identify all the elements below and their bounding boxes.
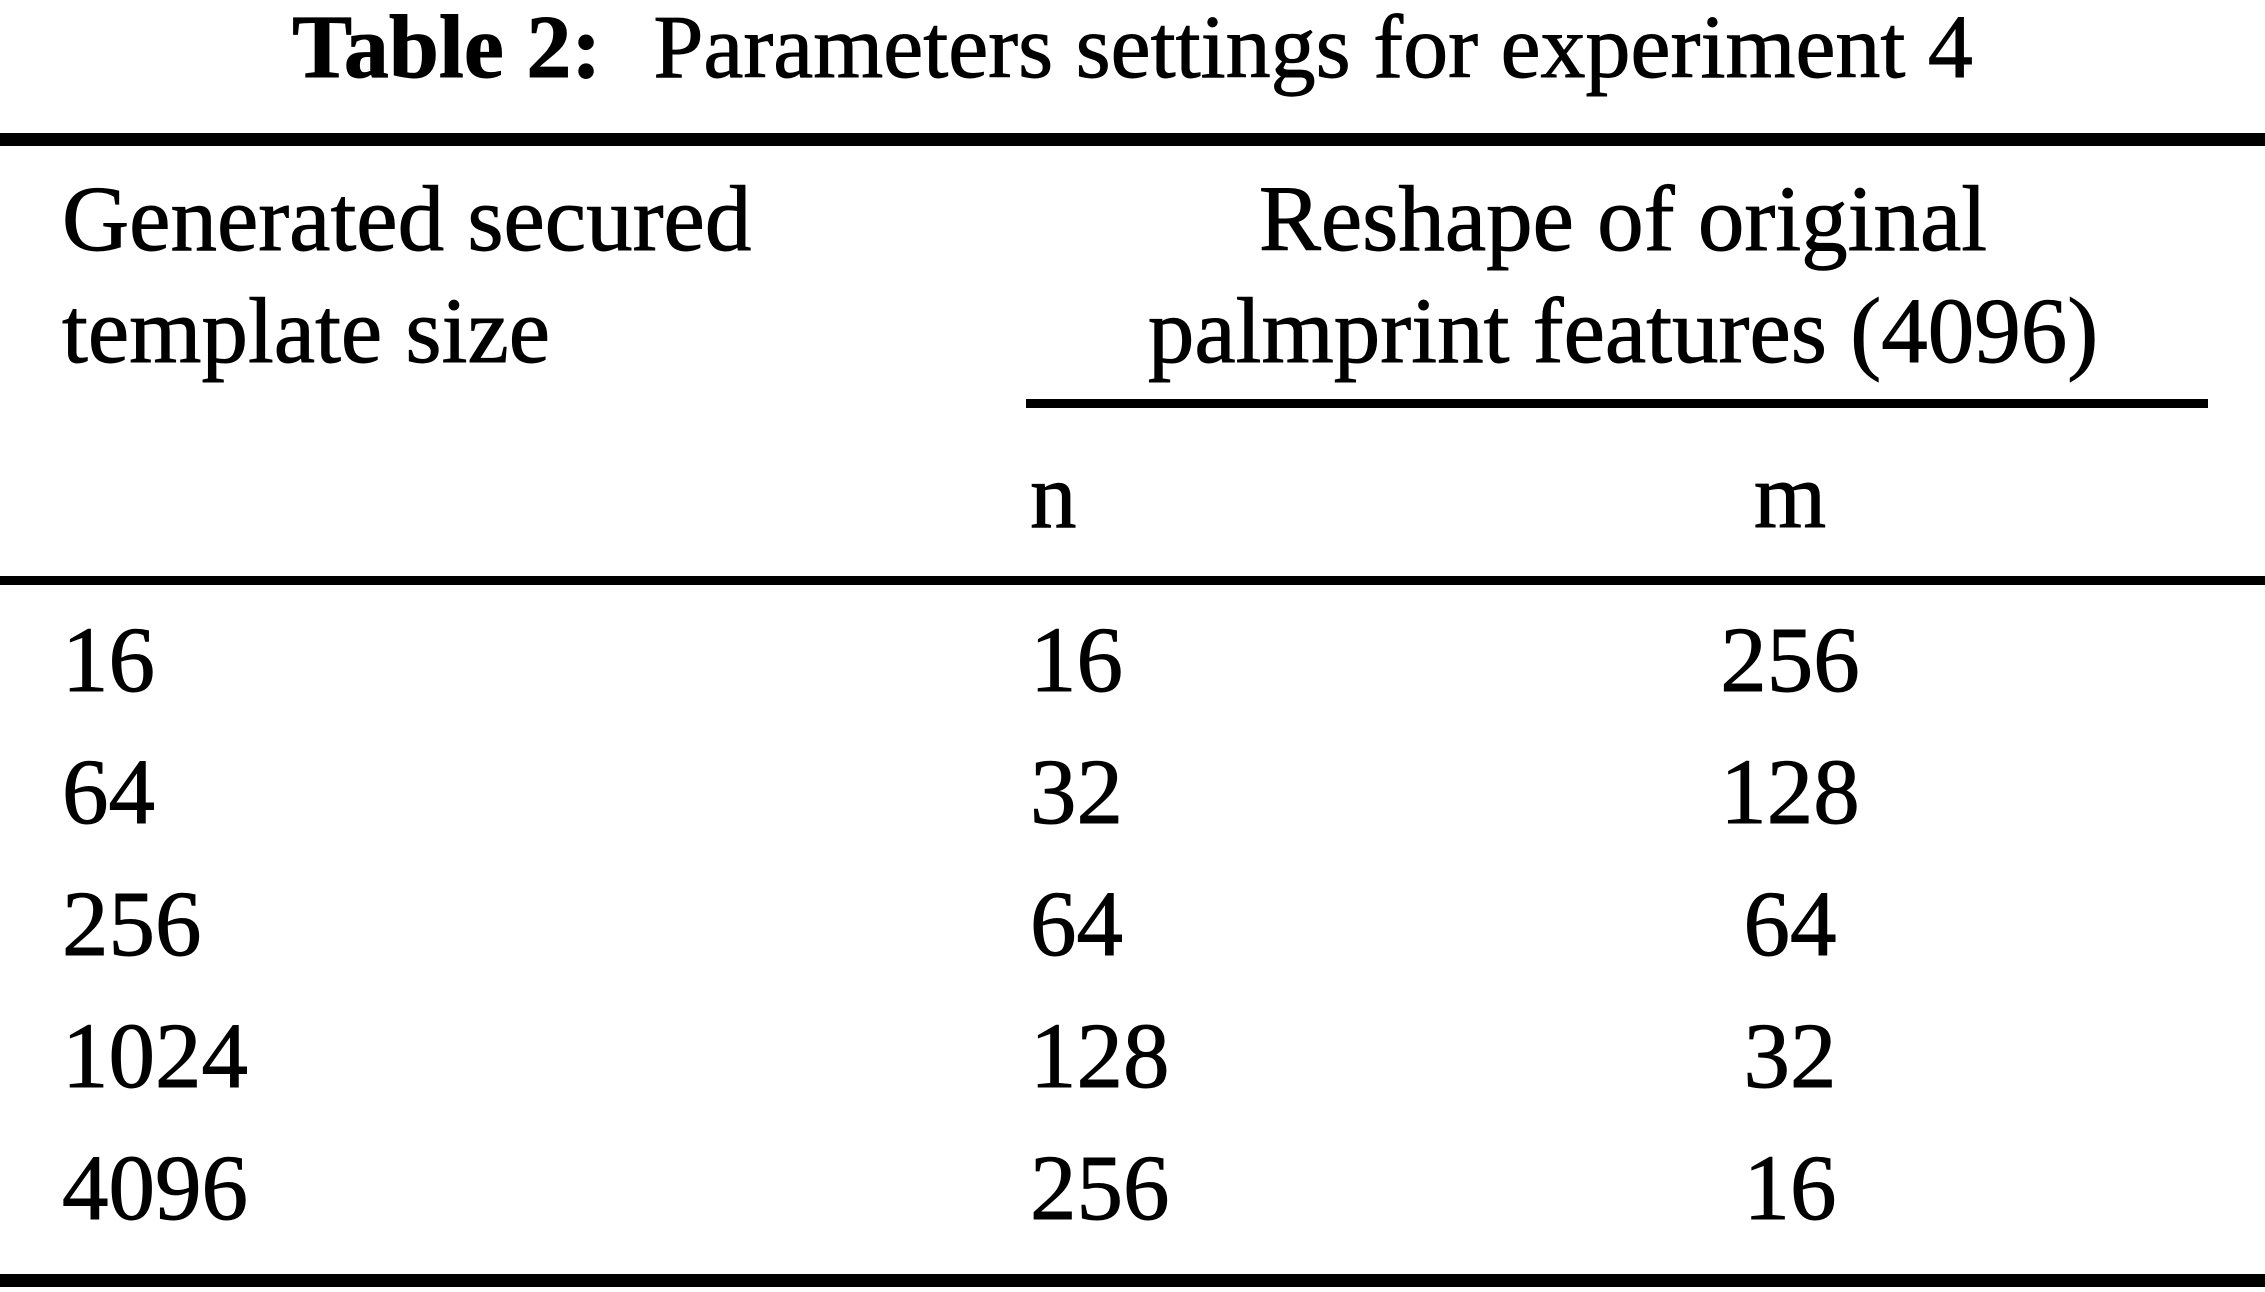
cell-n: 128 xyxy=(1030,1005,1170,1108)
column-header-template-size: Generated secured template size xyxy=(62,168,752,384)
cell-n: 64 xyxy=(1030,873,1124,976)
cell-m: 256 xyxy=(1720,609,1860,712)
column-group-header-reshape: Reshape of original palmprint features (… xyxy=(1147,168,2099,384)
table-row: 4096 256 16 xyxy=(0,1142,2265,1242)
table-row: 64 32 128 xyxy=(0,746,2265,846)
table-row: 16 16 256 xyxy=(0,614,2265,714)
table-caption: Table 2: Parameters settings for experime… xyxy=(0,0,2265,98)
cell-template-size: 64 xyxy=(62,741,156,844)
cell-template-size: 1024 xyxy=(62,1005,249,1108)
table-row: 256 64 64 xyxy=(0,878,2265,978)
column-header-n: n xyxy=(1030,445,1077,548)
cell-m: 64 xyxy=(1743,873,1837,976)
cell-m: 128 xyxy=(1720,741,1860,844)
table-bottom-rule xyxy=(0,1274,2265,1287)
table-row: 1024 128 32 xyxy=(0,1010,2265,1110)
table-top-rule xyxy=(0,133,2265,146)
header-body-separator-rule xyxy=(0,576,2265,585)
cell-template-size: 4096 xyxy=(62,1137,249,1240)
group-header-underline-rule xyxy=(1026,399,2208,408)
cell-n: 256 xyxy=(1030,1137,1170,1240)
cell-n: 16 xyxy=(1030,609,1124,712)
cell-template-size: 16 xyxy=(62,609,156,712)
cell-template-size: 256 xyxy=(62,873,202,976)
cell-m: 16 xyxy=(1743,1137,1837,1240)
cell-m: 32 xyxy=(1743,1005,1837,1108)
cell-n: 32 xyxy=(1030,741,1124,844)
table-caption-label: Table 2: xyxy=(292,0,602,97)
column-header-m: m xyxy=(1753,445,1827,548)
table-caption-text: Parameters settings for experiment 4 xyxy=(653,0,1973,97)
